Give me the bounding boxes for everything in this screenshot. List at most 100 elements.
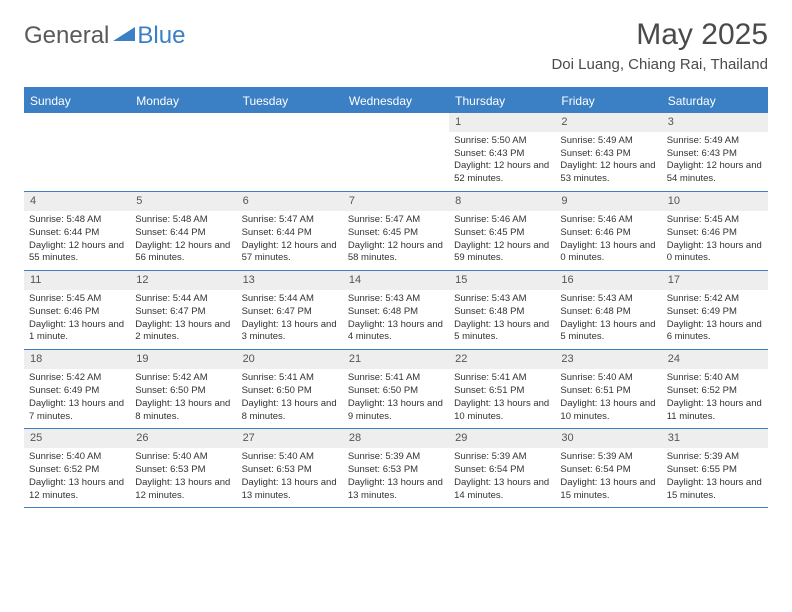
- day-number: 2: [555, 113, 661, 132]
- sunset-text: Sunset: 6:49 PM: [29, 385, 125, 398]
- sunrise-text: Sunrise: 5:43 AM: [348, 293, 444, 306]
- day-body: Sunrise: 5:46 AMSunset: 6:46 PMDaylight:…: [555, 211, 661, 270]
- day-cell: 18Sunrise: 5:42 AMSunset: 6:49 PMDayligh…: [24, 350, 130, 428]
- daylight-text: Daylight: 13 hours and 5 minutes.: [560, 319, 656, 345]
- day-number: 19: [130, 350, 236, 369]
- day-cell: 16Sunrise: 5:43 AMSunset: 6:48 PMDayligh…: [555, 271, 661, 349]
- day-cell: [130, 113, 236, 191]
- brand-triangle-icon: [113, 25, 135, 48]
- daylight-text: Daylight: 13 hours and 2 minutes.: [135, 319, 231, 345]
- sunset-text: Sunset: 6:52 PM: [667, 385, 763, 398]
- daylight-text: Daylight: 13 hours and 11 minutes.: [667, 398, 763, 424]
- day-body: Sunrise: 5:43 AMSunset: 6:48 PMDaylight:…: [343, 290, 449, 349]
- daylight-text: Daylight: 13 hours and 15 minutes.: [667, 477, 763, 503]
- day-number: 8: [449, 192, 555, 211]
- day-number: 14: [343, 271, 449, 290]
- sunset-text: Sunset: 6:46 PM: [560, 227, 656, 240]
- sunrise-text: Sunrise: 5:47 AM: [242, 214, 338, 227]
- daylight-text: Daylight: 12 hours and 56 minutes.: [135, 240, 231, 266]
- day-number: 15: [449, 271, 555, 290]
- daylight-text: Daylight: 13 hours and 15 minutes.: [560, 477, 656, 503]
- day-cell: 24Sunrise: 5:40 AMSunset: 6:52 PMDayligh…: [662, 350, 768, 428]
- sunset-text: Sunset: 6:48 PM: [348, 306, 444, 319]
- day-body: Sunrise: 5:43 AMSunset: 6:48 PMDaylight:…: [555, 290, 661, 349]
- day-body: Sunrise: 5:42 AMSunset: 6:49 PMDaylight:…: [24, 369, 130, 428]
- sunset-text: Sunset: 6:50 PM: [242, 385, 338, 398]
- daylight-text: Daylight: 13 hours and 10 minutes.: [560, 398, 656, 424]
- day-body: Sunrise: 5:39 AMSunset: 6:54 PMDaylight:…: [449, 448, 555, 507]
- weekday-header: Saturday: [662, 89, 768, 113]
- sunrise-text: Sunrise: 5:48 AM: [29, 214, 125, 227]
- day-number: 12: [130, 271, 236, 290]
- sunrise-text: Sunrise: 5:40 AM: [242, 451, 338, 464]
- sunset-text: Sunset: 6:54 PM: [454, 464, 550, 477]
- sunset-text: Sunset: 6:53 PM: [348, 464, 444, 477]
- daylight-text: Daylight: 12 hours and 58 minutes.: [348, 240, 444, 266]
- day-body: Sunrise: 5:44 AMSunset: 6:47 PMDaylight:…: [130, 290, 236, 349]
- day-cell: 15Sunrise: 5:43 AMSunset: 6:48 PMDayligh…: [449, 271, 555, 349]
- day-number: 5: [130, 192, 236, 211]
- daylight-text: Daylight: 13 hours and 4 minutes.: [348, 319, 444, 345]
- sunrise-text: Sunrise: 5:42 AM: [135, 372, 231, 385]
- sunset-text: Sunset: 6:54 PM: [560, 464, 656, 477]
- day-number: 28: [343, 429, 449, 448]
- sunset-text: Sunset: 6:44 PM: [242, 227, 338, 240]
- day-body: Sunrise: 5:43 AMSunset: 6:48 PMDaylight:…: [449, 290, 555, 349]
- daylight-text: Daylight: 13 hours and 13 minutes.: [348, 477, 444, 503]
- day-number: 29: [449, 429, 555, 448]
- day-cell: 1Sunrise: 5:50 AMSunset: 6:43 PMDaylight…: [449, 113, 555, 191]
- day-body: Sunrise: 5:41 AMSunset: 6:50 PMDaylight:…: [343, 369, 449, 428]
- weekday-header-row: SundayMondayTuesdayWednesdayThursdayFrid…: [24, 89, 768, 113]
- day-number: 23: [555, 350, 661, 369]
- sunset-text: Sunset: 6:55 PM: [667, 464, 763, 477]
- day-body: Sunrise: 5:39 AMSunset: 6:55 PMDaylight:…: [662, 448, 768, 507]
- sunrise-text: Sunrise: 5:39 AM: [454, 451, 550, 464]
- brand-logo: General Blue: [24, 22, 185, 50]
- calendar-week: 1Sunrise: 5:50 AMSunset: 6:43 PMDaylight…: [24, 113, 768, 192]
- day-cell: [237, 113, 343, 191]
- day-number: 10: [662, 192, 768, 211]
- day-number: 13: [237, 271, 343, 290]
- location-text: Doi Luang, Chiang Rai, Thailand: [551, 56, 768, 73]
- day-cell: 13Sunrise: 5:44 AMSunset: 6:47 PMDayligh…: [237, 271, 343, 349]
- sunrise-text: Sunrise: 5:39 AM: [348, 451, 444, 464]
- sunrise-text: Sunrise: 5:41 AM: [454, 372, 550, 385]
- day-number: 21: [343, 350, 449, 369]
- day-number: 30: [555, 429, 661, 448]
- daylight-text: Daylight: 12 hours and 57 minutes.: [242, 240, 338, 266]
- daylight-text: Daylight: 13 hours and 7 minutes.: [29, 398, 125, 424]
- day-number: 7: [343, 192, 449, 211]
- sunset-text: Sunset: 6:50 PM: [135, 385, 231, 398]
- day-cell: 21Sunrise: 5:41 AMSunset: 6:50 PMDayligh…: [343, 350, 449, 428]
- sunset-text: Sunset: 6:47 PM: [242, 306, 338, 319]
- day-body: Sunrise: 5:50 AMSunset: 6:43 PMDaylight:…: [449, 132, 555, 191]
- sunrise-text: Sunrise: 5:46 AM: [454, 214, 550, 227]
- daylight-text: Daylight: 12 hours and 59 minutes.: [454, 240, 550, 266]
- day-number: 25: [24, 429, 130, 448]
- sunset-text: Sunset: 6:44 PM: [29, 227, 125, 240]
- day-cell: 27Sunrise: 5:40 AMSunset: 6:53 PMDayligh…: [237, 429, 343, 507]
- day-body: Sunrise: 5:46 AMSunset: 6:45 PMDaylight:…: [449, 211, 555, 270]
- calendar-week: 11Sunrise: 5:45 AMSunset: 6:46 PMDayligh…: [24, 271, 768, 350]
- day-cell: 25Sunrise: 5:40 AMSunset: 6:52 PMDayligh…: [24, 429, 130, 507]
- sunset-text: Sunset: 6:45 PM: [348, 227, 444, 240]
- sunset-text: Sunset: 6:50 PM: [348, 385, 444, 398]
- day-body: Sunrise: 5:41 AMSunset: 6:50 PMDaylight:…: [237, 369, 343, 428]
- calendar-grid: SundayMondayTuesdayWednesdayThursdayFrid…: [24, 87, 768, 508]
- day-cell: 5Sunrise: 5:48 AMSunset: 6:44 PMDaylight…: [130, 192, 236, 270]
- day-body: Sunrise: 5:40 AMSunset: 6:52 PMDaylight:…: [24, 448, 130, 507]
- month-title: May 2025: [551, 18, 768, 52]
- sunrise-text: Sunrise: 5:44 AM: [242, 293, 338, 306]
- day-body: Sunrise: 5:42 AMSunset: 6:50 PMDaylight:…: [130, 369, 236, 428]
- calendar-weeks: 1Sunrise: 5:50 AMSunset: 6:43 PMDaylight…: [24, 113, 768, 508]
- daylight-text: Daylight: 13 hours and 14 minutes.: [454, 477, 550, 503]
- sunset-text: Sunset: 6:48 PM: [560, 306, 656, 319]
- sunset-text: Sunset: 6:46 PM: [667, 227, 763, 240]
- weekday-header: Sunday: [24, 89, 130, 113]
- daylight-text: Daylight: 12 hours and 53 minutes.: [560, 160, 656, 186]
- sunrise-text: Sunrise: 5:43 AM: [560, 293, 656, 306]
- sunrise-text: Sunrise: 5:48 AM: [135, 214, 231, 227]
- day-cell: 8Sunrise: 5:46 AMSunset: 6:45 PMDaylight…: [449, 192, 555, 270]
- weekday-header: Thursday: [449, 89, 555, 113]
- day-cell: 14Sunrise: 5:43 AMSunset: 6:48 PMDayligh…: [343, 271, 449, 349]
